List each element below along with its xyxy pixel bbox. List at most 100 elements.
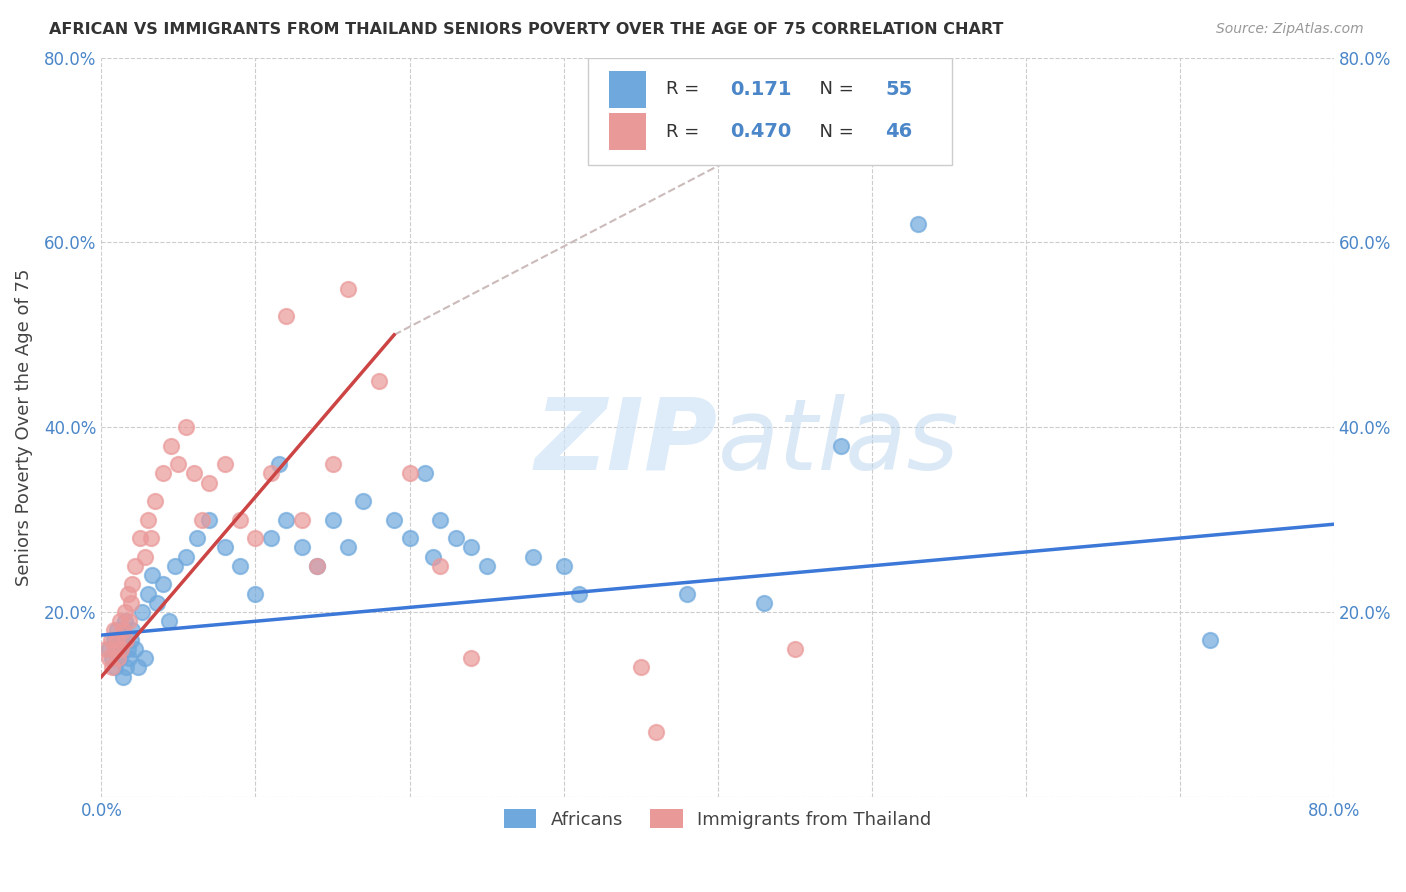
Point <box>382 513 405 527</box>
Point <box>129 531 152 545</box>
Point <box>145 494 167 508</box>
Point <box>94 642 117 657</box>
Point <box>444 531 467 545</box>
Point <box>475 558 498 573</box>
Point <box>186 531 208 545</box>
Point <box>307 558 329 573</box>
Point <box>107 651 129 665</box>
Point <box>422 549 444 564</box>
Point <box>117 642 139 657</box>
Point <box>214 541 236 555</box>
Point <box>114 614 136 628</box>
Point <box>276 310 298 324</box>
Point <box>245 586 267 600</box>
Point <box>675 586 697 600</box>
Point <box>131 605 153 619</box>
Point <box>136 586 159 600</box>
Point <box>276 513 298 527</box>
Point <box>110 632 132 647</box>
Point <box>134 651 156 665</box>
Point <box>174 549 197 564</box>
Point <box>413 467 436 481</box>
Point <box>107 642 129 657</box>
Point <box>105 624 128 638</box>
Point <box>553 558 575 573</box>
Text: 46: 46 <box>886 122 912 141</box>
Text: N =: N = <box>807 122 859 141</box>
Point <box>291 541 314 555</box>
Point <box>174 420 197 434</box>
Point <box>159 439 181 453</box>
Point <box>115 632 138 647</box>
Point <box>103 624 125 638</box>
Text: atlas: atlas <box>717 393 959 491</box>
Point <box>112 624 135 638</box>
Point <box>229 558 252 573</box>
Point <box>630 660 652 674</box>
Point <box>146 596 169 610</box>
Y-axis label: Seniors Poverty Over the Age of 75: Seniors Poverty Over the Age of 75 <box>15 268 32 586</box>
Point <box>124 642 146 657</box>
Point <box>157 614 180 628</box>
Point <box>115 660 138 674</box>
Point <box>183 467 205 481</box>
Point <box>121 624 143 638</box>
Text: R =: R = <box>666 122 704 141</box>
Point <box>104 642 127 657</box>
Point <box>100 632 122 647</box>
Point <box>190 513 212 527</box>
Text: Source: ZipAtlas.com: Source: ZipAtlas.com <box>1216 22 1364 37</box>
Point <box>121 577 143 591</box>
Point <box>101 651 124 665</box>
Point <box>136 513 159 527</box>
Point <box>291 513 314 527</box>
Text: 0.171: 0.171 <box>730 80 792 99</box>
Point <box>114 605 136 619</box>
Point <box>398 467 420 481</box>
Point <box>907 217 929 231</box>
Point <box>321 457 343 471</box>
FancyBboxPatch shape <box>609 71 647 108</box>
Point <box>245 531 267 545</box>
Point <box>134 549 156 564</box>
Point <box>1199 632 1222 647</box>
Point <box>141 568 163 582</box>
Point <box>336 282 359 296</box>
Point <box>108 651 131 665</box>
Point <box>830 439 852 453</box>
Point <box>352 494 374 508</box>
Point <box>112 670 135 684</box>
Point <box>152 467 174 481</box>
Point <box>398 531 420 545</box>
Point <box>118 614 141 628</box>
Point <box>367 374 389 388</box>
Point <box>103 632 125 647</box>
Point <box>229 513 252 527</box>
Point <box>139 531 162 545</box>
Point <box>101 660 124 674</box>
Point <box>321 513 343 527</box>
Point <box>568 586 591 600</box>
Point <box>98 642 121 657</box>
Point <box>267 457 290 471</box>
Point <box>117 586 139 600</box>
Point <box>429 558 451 573</box>
Text: N =: N = <box>807 80 859 98</box>
Point <box>105 632 128 647</box>
Point <box>645 725 668 739</box>
Point <box>752 596 775 610</box>
Point <box>104 660 127 674</box>
Point <box>214 457 236 471</box>
FancyBboxPatch shape <box>609 113 647 150</box>
Point <box>260 531 283 545</box>
Point <box>110 642 132 657</box>
Point <box>165 558 187 573</box>
Point <box>460 541 482 555</box>
Legend: Africans, Immigrants from Thailand: Africans, Immigrants from Thailand <box>496 802 939 836</box>
Point <box>198 513 221 527</box>
FancyBboxPatch shape <box>588 58 952 165</box>
Point <box>127 660 149 674</box>
Point <box>108 614 131 628</box>
Text: 0.470: 0.470 <box>730 122 792 141</box>
Point <box>167 457 190 471</box>
